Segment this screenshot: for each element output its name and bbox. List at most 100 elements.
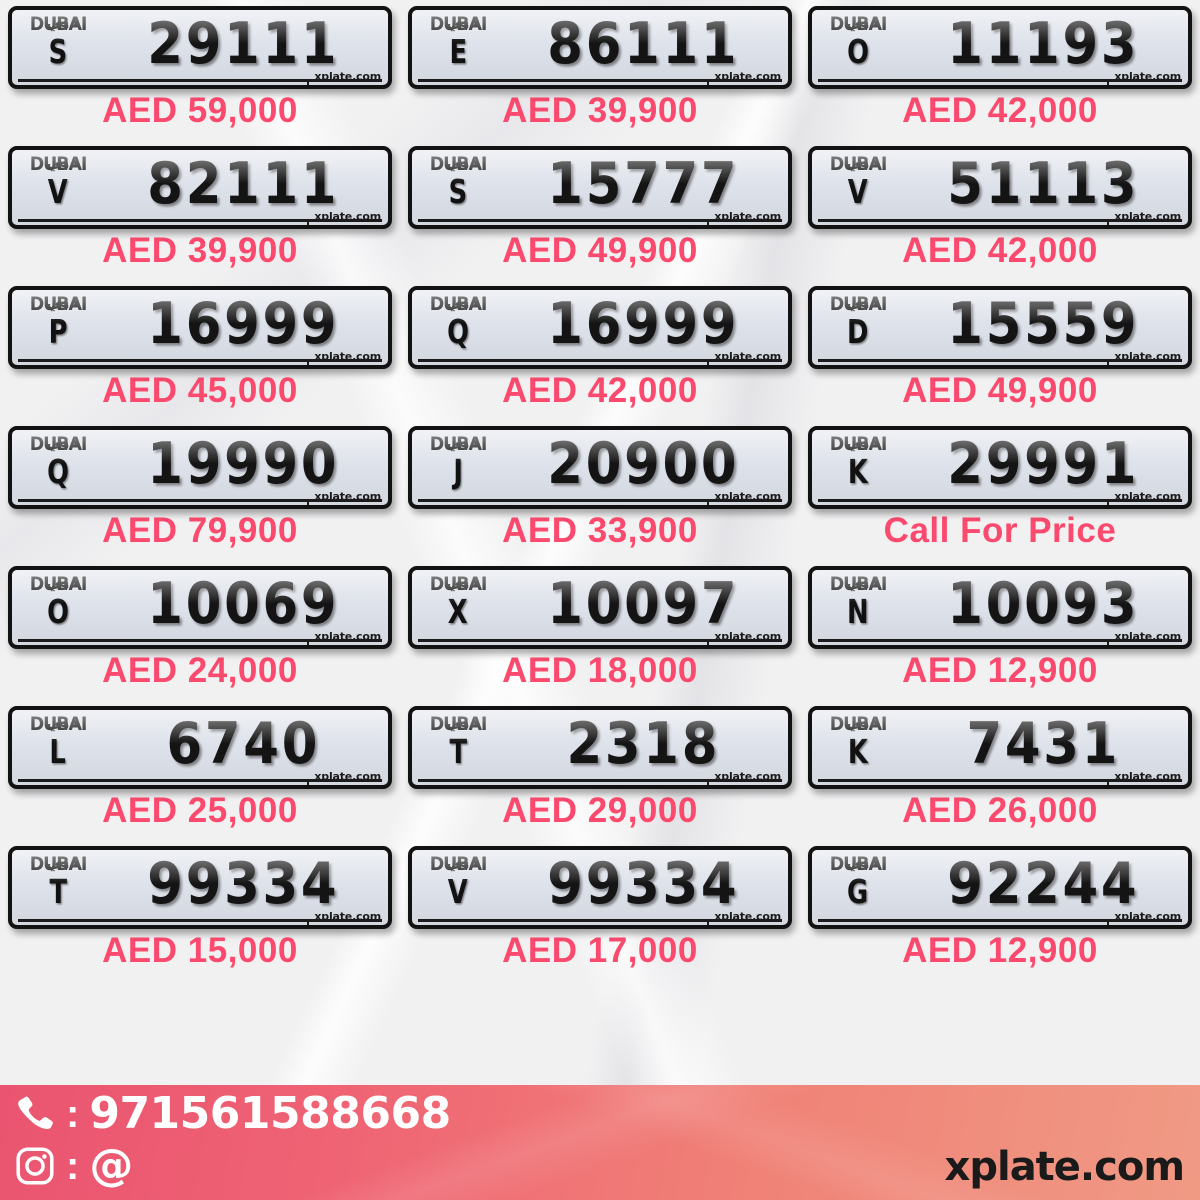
- plate-code-letter: G: [847, 872, 869, 911]
- phone-icon: [14, 1093, 56, 1135]
- plate-price: AED 49,900: [502, 231, 698, 270]
- license-plate[interactable]: DUBAI دبي D 15559 xplate.com: [808, 286, 1192, 369]
- plate-number: 82111: [147, 151, 340, 217]
- license-plate[interactable]: DUBAI دبي T 2318 xplate.com: [408, 706, 792, 789]
- dubai-emblem-latin: DUBAI: [829, 153, 888, 175]
- license-plate[interactable]: DUBAI دبي X 10097 xplate.com: [408, 566, 792, 649]
- dubai-emblem-arabic: دبي: [845, 712, 879, 732]
- license-plate[interactable]: DUBAI دبي J 20900 xplate.com: [408, 426, 792, 509]
- plate-watermark: xplate.com: [1107, 490, 1181, 505]
- plate-card[interactable]: DUBAI دبي D 15559 xplate.com AED 49,900: [800, 280, 1200, 420]
- plate-card[interactable]: DUBAI دبي T 2318 xplate.com AED 29,000: [400, 700, 800, 840]
- dubai-emblem-arabic: دبي: [445, 432, 479, 452]
- dubai-emblem-arabic: دبي: [45, 712, 79, 732]
- plate-code-letter: V: [48, 172, 68, 211]
- dubai-emblem: DUBAI دبي: [24, 712, 92, 735]
- plate-code-letter: P: [48, 312, 68, 351]
- plate-left-section: DUBAI دبي L: [12, 710, 104, 785]
- plate-left-section: DUBAI دبي Q: [12, 430, 104, 505]
- plate-price: AED 29,000: [502, 791, 698, 830]
- license-plate[interactable]: DUBAI دبي Q 16999 xplate.com: [408, 286, 792, 369]
- plate-card[interactable]: DUBAI دبي J 20900 xplate.com AED 33,900: [400, 420, 800, 560]
- dubai-emblem: DUBAI دبي: [24, 12, 92, 35]
- license-plate[interactable]: DUBAI دبي N 10093 xplate.com: [808, 566, 1192, 649]
- plate-left-section: DUBAI دبي T: [12, 850, 104, 925]
- plate-watermark: xplate.com: [1107, 350, 1181, 365]
- plate-number: 99334: [147, 851, 340, 917]
- plate-card[interactable]: DUBAI دبي O 10069 xplate.com AED 24,000: [0, 560, 400, 700]
- plate-card[interactable]: DUBAI دبي O 11193 xplate.com AED 42,000: [800, 0, 1200, 140]
- dubai-emblem-arabic: دبي: [45, 432, 79, 452]
- dubai-emblem: DUBAI دبي: [824, 432, 892, 455]
- license-plate[interactable]: DUBAI دبي L 6740 xplate.com: [8, 706, 392, 789]
- plate-card[interactable]: DUBAI دبي T 99334 xplate.com AED 15,000: [0, 840, 400, 980]
- plate-number: 6740: [166, 711, 321, 777]
- plate-card[interactable]: DUBAI دبي L 6740 xplate.com AED 25,000: [0, 700, 400, 840]
- plate-code-letter: Q: [47, 452, 69, 491]
- plate-card[interactable]: DUBAI دبي K 7431 xplate.com AED 26,000: [800, 700, 1200, 840]
- license-plate[interactable]: DUBAI دبي V 99334 xplate.com: [408, 846, 792, 929]
- plate-card[interactable]: DUBAI دبي V 51113 xplate.com AED 42,000: [800, 140, 1200, 280]
- dubai-emblem-arabic: دبي: [845, 12, 879, 32]
- plate-card[interactable]: DUBAI دبي G 92244 xplate.com AED 12,900: [800, 840, 1200, 980]
- plate-price: AED 17,000: [502, 931, 698, 970]
- plate-card[interactable]: DUBAI دبي K 29991 xplate.com Call For Price: [800, 420, 1200, 560]
- plate-left-section: DUBAI دبي V: [12, 150, 104, 225]
- plate-watermark: xplate.com: [307, 910, 381, 925]
- plate-card[interactable]: DUBAI دبي V 82111 xplate.com AED 39,900: [0, 140, 400, 280]
- dubai-emblem-arabic: دبي: [45, 572, 79, 592]
- contact-instagram-row[interactable]: : @: [14, 1143, 133, 1189]
- license-plate[interactable]: DUBAI دبي K 29991 xplate.com: [808, 426, 1192, 509]
- dubai-emblem: DUBAI دبي: [824, 12, 892, 35]
- plate-number: 16999: [547, 291, 740, 357]
- plate-card[interactable]: DUBAI دبي X 10097 xplate.com AED 18,000: [400, 560, 800, 700]
- dubai-emblem: DUBAI دبي: [24, 432, 92, 455]
- dubai-emblem-arabic: دبي: [45, 292, 79, 312]
- dubai-emblem-latin: DUBAI: [429, 713, 488, 735]
- license-plate[interactable]: DUBAI دبي E 86111 xplate.com: [408, 6, 792, 89]
- plate-watermark: xplate.com: [707, 70, 781, 85]
- plate-number: 29991: [947, 431, 1140, 497]
- plate-card[interactable]: DUBAI دبي S 29111 xplate.com AED 59,000: [0, 0, 400, 140]
- plate-watermark: xplate.com: [1107, 70, 1181, 85]
- plate-code-letter: S: [448, 172, 468, 211]
- plate-card[interactable]: DUBAI دبي S 15777 xplate.com AED 49,900: [400, 140, 800, 280]
- license-plate[interactable]: DUBAI دبي Q 19990 xplate.com: [8, 426, 392, 509]
- plate-card[interactable]: DUBAI دبي Q 16999 xplate.com AED 42,000: [400, 280, 800, 420]
- plate-code-letter: D: [847, 312, 869, 351]
- dubai-emblem: DUBAI دبي: [424, 152, 492, 175]
- plate-price: AED 12,900: [902, 931, 1098, 970]
- plate-card[interactable]: DUBAI دبي Q 19990 xplate.com AED 79,900: [0, 420, 400, 560]
- plate-card[interactable]: DUBAI دبي E 86111 xplate.com AED 39,900: [400, 0, 800, 140]
- license-plate[interactable]: DUBAI دبي O 11193 xplate.com: [808, 6, 1192, 89]
- dubai-emblem-latin: DUBAI: [29, 153, 88, 175]
- plate-watermark: xplate.com: [707, 350, 781, 365]
- dubai-emblem: DUBAI دبي: [824, 852, 892, 875]
- dubai-emblem: DUBAI دبي: [424, 292, 492, 315]
- contact-phone-row[interactable]: : 971561588668: [14, 1091, 451, 1137]
- plate-code-letter: J: [453, 452, 463, 491]
- dubai-emblem-arabic: دبي: [45, 852, 79, 872]
- plate-watermark: xplate.com: [707, 490, 781, 505]
- plate-price: AED 25,000: [102, 791, 298, 830]
- plate-price: AED 59,000: [102, 91, 298, 130]
- plate-card[interactable]: DUBAI دبي V 99334 xplate.com AED 17,000: [400, 840, 800, 980]
- plate-watermark: xplate.com: [1107, 210, 1181, 225]
- plate-card[interactable]: DUBAI دبي N 10093 xplate.com AED 12,900: [800, 560, 1200, 700]
- license-plate[interactable]: DUBAI دبي O 10069 xplate.com: [8, 566, 392, 649]
- dubai-emblem-latin: DUBAI: [429, 433, 488, 455]
- license-plate[interactable]: DUBAI دبي K 7431 xplate.com: [808, 706, 1192, 789]
- license-plate[interactable]: DUBAI دبي S 29111 xplate.com: [8, 6, 392, 89]
- license-plate[interactable]: DUBAI دبي V 51113 xplate.com: [808, 146, 1192, 229]
- license-plate[interactable]: DUBAI دبي S 15777 xplate.com: [408, 146, 792, 229]
- site-logo[interactable]: xplate.com: [944, 1144, 1185, 1190]
- license-plate[interactable]: DUBAI دبي G 92244 xplate.com: [808, 846, 1192, 929]
- license-plate[interactable]: DUBAI دبي V 82111 xplate.com: [8, 146, 392, 229]
- plate-code-letter: E: [449, 32, 467, 71]
- license-plate[interactable]: DUBAI دبي P 16999 xplate.com: [8, 286, 392, 369]
- dubai-emblem: DUBAI دبي: [824, 292, 892, 315]
- plate-code-letter: V: [448, 872, 468, 911]
- plate-card[interactable]: DUBAI دبي P 16999 xplate.com AED 45,000: [0, 280, 400, 420]
- plate-watermark: xplate.com: [1107, 630, 1181, 645]
- license-plate[interactable]: DUBAI دبي T 99334 xplate.com: [8, 846, 392, 929]
